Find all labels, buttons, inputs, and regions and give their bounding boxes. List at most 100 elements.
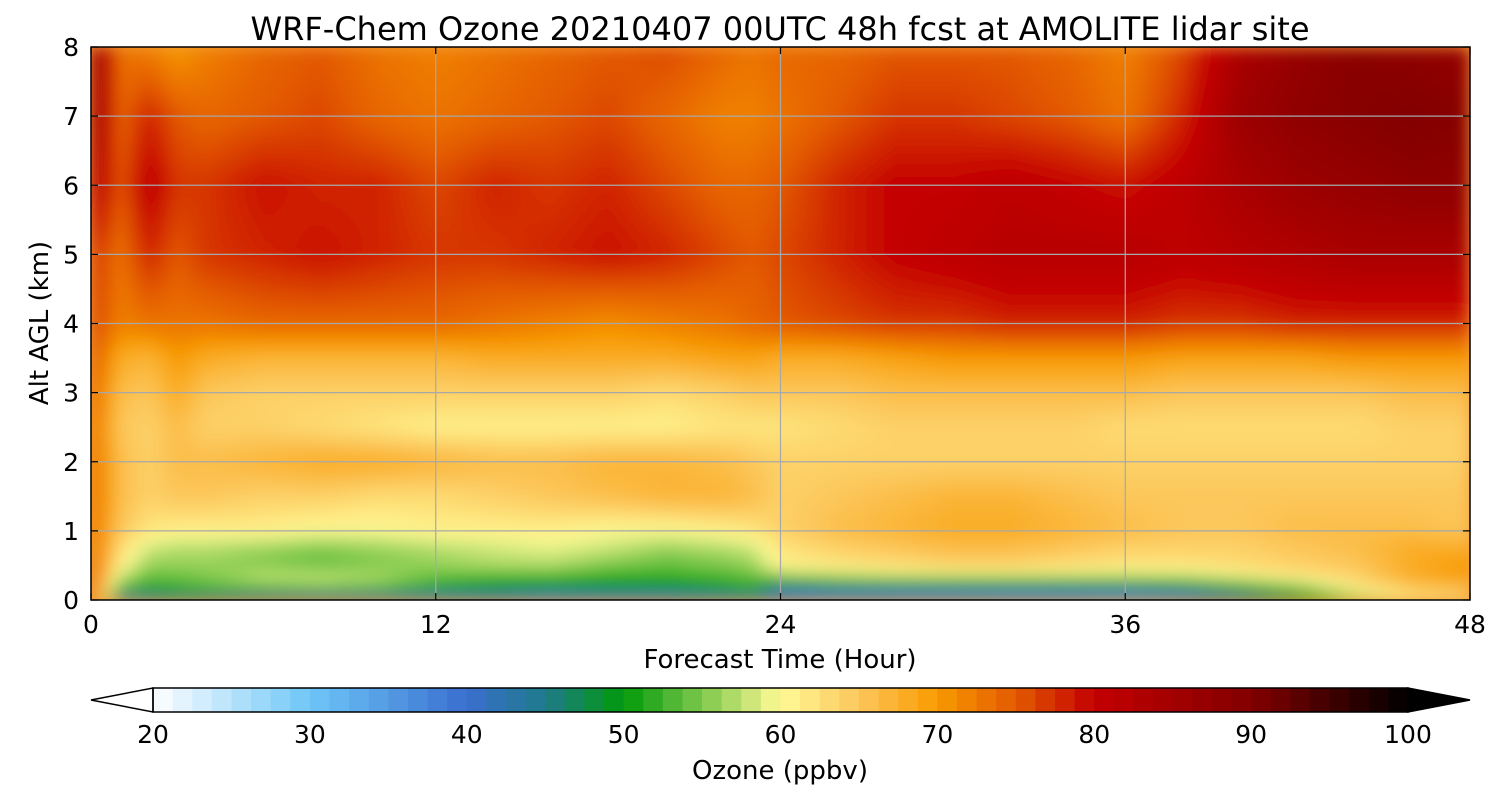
colorbar-swatch	[309, 688, 331, 712]
colorbar-swatch	[564, 688, 586, 712]
colorbar-swatch	[584, 688, 605, 712]
colorbar-swatch	[741, 688, 762, 712]
colorbar-swatch	[1388, 688, 1409, 712]
colorbar-swatch	[1055, 688, 1076, 712]
colorbar-swatch	[1015, 688, 1037, 712]
x-axis-label: Forecast Time (Hour)	[643, 645, 916, 675]
colorbar-swatch	[1349, 688, 1370, 712]
colorbar-swatch	[251, 688, 272, 712]
grid-lines	[91, 47, 1470, 600]
colorbar-swatch	[1329, 688, 1350, 712]
colorbar-swatch	[1309, 688, 1331, 712]
y-tick-label: 6	[63, 171, 79, 200]
colorbar-swatch	[976, 688, 997, 712]
colorbar-tick-label: 40	[451, 720, 483, 749]
colorbar-swatch	[956, 688, 978, 712]
colorbar-tick-label: 80	[1078, 720, 1110, 749]
colorbar-swatch	[466, 688, 487, 712]
colorbar-swatch	[486, 688, 507, 712]
colorbar-swatch	[172, 688, 193, 712]
colorbar-swatch	[623, 688, 644, 712]
colorbar-swatch	[1035, 688, 1056, 712]
colorbar-label: Ozone (ppbv)	[692, 756, 868, 786]
y-tick-label: 3	[63, 379, 79, 408]
colorbar-swatch	[996, 688, 1017, 712]
colorbar-swatch	[231, 688, 252, 712]
colorbar-swatch	[447, 688, 468, 712]
colorbar-swatch	[937, 688, 958, 712]
colorbar-swatch	[153, 688, 174, 712]
colorbar-swatch	[1251, 688, 1272, 712]
colorbar-swatch	[407, 688, 429, 712]
colorbar-swatch	[604, 688, 625, 712]
colorbar-swatch	[1270, 688, 1291, 712]
colorbar-swatch	[290, 688, 311, 712]
colorbar-tick-label: 50	[608, 720, 640, 749]
colorbar-tick-label: 100	[1384, 720, 1432, 749]
colorbar-swatch	[898, 688, 919, 712]
colorbar-swatch	[1172, 688, 1193, 712]
colorbar-swatch	[682, 688, 703, 712]
colorbar-swatch	[800, 688, 821, 712]
y-tick-label: 5	[63, 240, 79, 269]
colorbar-tick-label: 30	[294, 720, 326, 749]
y-tick-label: 7	[63, 102, 79, 131]
colorbar-swatch	[662, 688, 684, 712]
y-tick-label: 2	[63, 448, 79, 477]
colorbar-tick-label: 90	[1235, 720, 1267, 749]
colorbar-swatch	[819, 688, 840, 712]
colorbar-swatch	[917, 688, 938, 712]
colorbar-swatch	[270, 688, 291, 712]
colorbar-swatch	[525, 688, 546, 712]
colorbar-swatch	[780, 688, 801, 712]
colorbar-swatch	[643, 688, 664, 712]
y-axis-ticks: 0 1 2 3 4 5 6 7 8	[63, 33, 1470, 615]
colorbar-frame	[152, 687, 1409, 713]
colorbar-swatch	[760, 688, 782, 712]
colorbar-swatch	[505, 688, 527, 712]
colorbar-tick-label: 60	[765, 720, 797, 749]
colorbar: 20 30 40 50 60 70 80 90 100	[90, 687, 1471, 749]
colorbar-swatch	[349, 688, 370, 712]
y-axis-label: Alt AGL (km)	[25, 241, 55, 405]
colorbar-swatch	[1290, 688, 1311, 712]
colorbar-swatch	[1192, 688, 1213, 712]
colorbar-swatch	[878, 688, 899, 712]
y-tick-label: 0	[63, 586, 79, 615]
colorbar-swatch	[329, 688, 350, 712]
colorbar-swatch	[1153, 688, 1174, 712]
colorbar-swatch	[1133, 688, 1154, 712]
colorbar-swatch	[721, 688, 742, 712]
colorbar-max-extend	[1407, 687, 1471, 713]
colorbar-swatch	[368, 688, 389, 712]
colorbar-swatch	[1074, 688, 1095, 712]
colorbar-swatch	[702, 688, 723, 712]
colorbar-swatch	[1094, 688, 1115, 712]
chart-title: WRF-Chem Ozone 20210407 00UTC 48h fcst a…	[250, 10, 1309, 48]
x-tick-label: 48	[1454, 610, 1486, 639]
x-axis-ticks: 0 12 24 36 48	[83, 47, 1486, 639]
colorbar-swatch	[1211, 688, 1233, 712]
x-tick-label: 12	[420, 610, 452, 639]
y-tick-label: 8	[63, 33, 79, 62]
colorbar-swatch	[1231, 688, 1252, 712]
colorbar-swatch	[388, 688, 409, 712]
colorbar-swatch	[839, 688, 860, 712]
colorbar-swatch	[427, 688, 448, 712]
x-tick-label: 24	[765, 610, 797, 639]
x-tick-label: 0	[83, 610, 99, 639]
colorbar-swatch	[858, 688, 880, 712]
y-tick-label: 4	[63, 310, 79, 339]
colorbar-swatch	[1368, 688, 1389, 712]
colorbar-swatch	[545, 688, 566, 712]
colorbar-swatch	[192, 688, 213, 712]
colorbar-swatch	[211, 688, 233, 712]
colorbar-tick-label: 70	[921, 720, 953, 749]
colorbar-tick-label: 20	[137, 720, 169, 749]
colorbar-min-extend	[90, 687, 154, 713]
y-tick-label: 1	[63, 517, 79, 546]
x-tick-label: 36	[1109, 610, 1141, 639]
colorbar-swatch	[1113, 688, 1135, 712]
